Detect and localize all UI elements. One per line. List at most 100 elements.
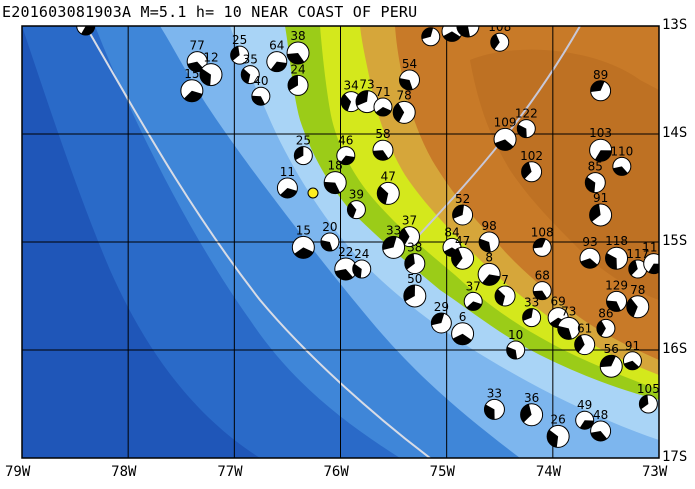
focal-mechanism: 91 [589,191,613,227]
focal-mechanism: 113 [642,241,665,275]
y-tick-label: 15S [662,233,688,249]
focal-mechanism: 64 [266,39,288,73]
focal-mechanism: 15 [180,67,204,103]
beachball-quadrant [421,27,434,40]
beachball-quadrant [613,166,628,176]
depth-label: 47 [381,169,396,183]
depth-label: 109 [494,115,517,129]
focal-mechanism: 38 [286,29,310,65]
beachball-quadrant [639,395,649,410]
beachball-quadrant [404,253,415,270]
beachball-quadrant [626,298,638,317]
focal-mechanism: 103 [441,26,463,42]
beachball-quadrant [533,290,548,300]
beachball-quadrant [585,176,596,193]
depth-label: 39 [349,188,364,202]
depth-label: 64 [269,39,284,53]
depth-label: 73 [359,78,374,92]
focal-mechanism: 43 [76,26,96,36]
depth-label: 11 [280,165,295,179]
depth-label: 69 [551,295,566,309]
depth-label: 49 [577,398,592,412]
depth-label: 15 [184,67,199,81]
depth-label: 35 [243,53,258,67]
beachball-quadrant [589,204,601,222]
land-peaks [470,49,659,300]
focal-mechanism: 50 [403,272,427,308]
depth-label: 37 [402,214,417,228]
beachball-quadrant [517,124,527,138]
focal-mechanism: 15 [291,223,315,259]
beachball-quadrant [522,308,534,321]
depth-label: 15 [296,223,311,237]
depth-label: 25 [296,134,311,148]
focal-mechanism: 47 [376,169,400,205]
focal-mechanism: 86 [596,306,616,338]
depth-label: 89 [593,68,608,82]
x-tick-label: 75W [429,464,455,480]
focal-mechanism: 11 [276,165,298,199]
beachball-quadrant [520,404,532,423]
beachball-quadrant [81,26,95,35]
depth-label: 91 [593,191,608,205]
beachball-quadrant [479,238,491,252]
focal-mechanism: 78 [626,283,650,319]
focal-mechanism: 24 [287,62,309,96]
depth-label: 73 [561,304,576,318]
beachball-quadrant [484,404,495,420]
focal-mechanism: 6 [451,310,475,346]
beachball-quadrant [605,253,617,270]
focal-mechanism: 33 [522,296,542,328]
depth-label: 61 [577,322,592,336]
depth-label: 98 [481,219,496,233]
beachball-quadrant [547,429,559,448]
depth-label: 108 [531,225,554,239]
beachball-quadrant [590,80,605,93]
beachball-quadrant [251,95,265,106]
focal-mechanism: 61 [574,322,596,356]
beachball-quadrant [382,236,397,251]
beachball-quadrant [199,68,211,86]
depth-label: 37 [466,279,481,293]
focal-mechanism: 39 [346,188,366,220]
depth-label: 33 [524,296,539,310]
beachball-quadrant [456,26,470,37]
beachball-quadrant [533,238,546,249]
focal-mechanism: 71 [373,85,393,117]
depth-label: 8 [485,250,493,264]
beachball-quadrant [606,300,621,312]
depth-label: 105 [456,2,479,16]
beachball-quadrant [452,205,464,219]
focal-mechanism: 40 [251,74,271,106]
depth-label: 103 [589,126,612,140]
depth-label: 84 [444,225,459,239]
depth-label: 77 [190,39,205,53]
focal-mechanism: 77 [186,39,208,73]
focal-mechanism: 46 [336,134,356,166]
depth-label: 93 [582,235,597,249]
focal-mechanism: 102 [520,149,543,183]
depth-label: 56 [604,342,619,356]
beachball-quadrant [294,146,304,161]
focal-mechanism: 129 [605,278,628,312]
x-tick-label: 76W [323,464,349,480]
event-title: E201603081903A M=5.1 h= 10 NEAR COAST OF… [2,3,418,21]
beachball-quadrant [352,263,362,278]
focal-mechanism: 108 [531,225,554,257]
focal-mechanism: 47 [451,234,475,270]
x-tick-label: 74W [535,464,562,480]
depth-label: 36 [524,391,539,405]
y-tick-label: 13S [662,17,688,33]
beachball-quadrant [495,289,506,306]
depth-label: 58 [375,127,390,141]
beachball-quadrant [241,68,251,84]
depth-label: 38 [407,241,422,255]
focal-mechanism: 25 [230,33,250,65]
depth-label: 105 [637,382,660,396]
beachball-quadrant [335,269,354,281]
focal-mechanism: 58 [372,127,394,161]
depth-label: 113 [642,241,665,255]
focal-mechanism: 12 [199,51,223,87]
beachball-quadrant [356,90,369,106]
